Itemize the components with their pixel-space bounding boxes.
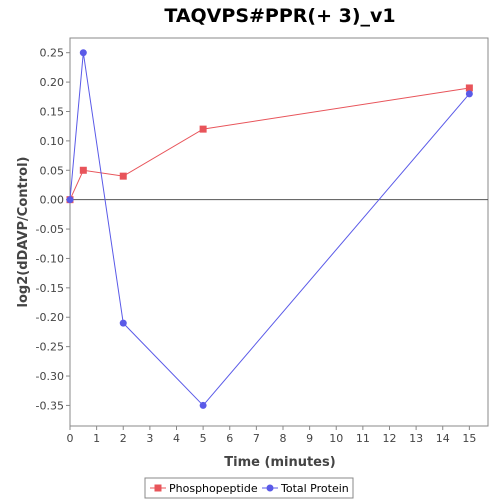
y-tick-label: -0.20	[36, 311, 64, 324]
y-tick-label: 0.00	[40, 194, 65, 207]
data-point-phosphopeptide	[465, 84, 473, 92]
data-point-phosphopeptide	[199, 125, 207, 133]
y-axis: 0.25 0.20 0.15 0.10 0.05 0.00 -0.05 -0.10 -0.15 -…	[36, 47, 70, 412]
x-tick-label: 6	[226, 432, 233, 445]
y-tick-label: -0.05	[36, 223, 64, 236]
legend-box	[144, 477, 354, 499]
x-tick-label: 3	[146, 432, 153, 445]
data-point-phosphopeptide	[119, 172, 127, 180]
data-point-total-protein	[66, 196, 74, 204]
y-tick-label: -0.30	[36, 370, 64, 383]
data-point-total-protein	[465, 90, 473, 98]
legend: Phosphopeptide Total Protein	[144, 477, 354, 499]
x-tick-label: 4	[173, 432, 180, 445]
legend-marker-phosphopeptide	[154, 484, 162, 492]
plot-area	[69, 37, 489, 427]
chart-title: TAQVPS#PPR(+ 3)_v1	[164, 5, 395, 27]
y-tick-label: 0.25	[40, 47, 65, 60]
y-tick-label: -0.25	[36, 341, 64, 354]
y-tick-label: 0.15	[40, 105, 65, 118]
y-tick-label: 0.10	[40, 135, 65, 148]
legend-label-total-protein: Total Protein	[280, 482, 349, 495]
x-tick-label: 14	[436, 432, 450, 445]
data-point-total-protein	[119, 319, 127, 327]
x-tick-label: 11	[356, 432, 370, 445]
legend-label-phosphopeptide: Phosphopeptide	[169, 482, 258, 495]
y-axis-label: log2(dDAVP/Control)	[16, 157, 31, 308]
data-point-total-protein	[199, 401, 207, 409]
y-tick-label: 0.05	[40, 164, 65, 177]
x-tick-label: 1	[93, 432, 100, 445]
x-tick-label: 8	[279, 432, 286, 445]
data-point-total-protein	[79, 49, 87, 57]
data-point-phosphopeptide	[79, 166, 87, 174]
x-tick-label: 15	[462, 432, 476, 445]
x-tick-label: 10	[329, 432, 343, 445]
x-tick-label: 5	[200, 432, 207, 445]
y-tick-label: 0.20	[40, 76, 65, 89]
x-tick-label: 7	[253, 432, 260, 445]
x-axis-label: Time (minutes)	[224, 455, 335, 470]
legend-marker-total-protein	[266, 484, 274, 492]
x-tick-label: 2	[120, 432, 127, 445]
x-tick-label: 12	[382, 432, 396, 445]
x-axis: 0 1 2 3 4 5 6 7 8 9 10 11 12 13 14 15	[67, 426, 476, 445]
y-tick-label: -0.15	[36, 282, 64, 295]
x-tick-label: 9	[306, 432, 313, 445]
series-layer	[66, 49, 473, 409]
y-tick-label: -0.35	[36, 399, 64, 412]
x-tick-label: 13	[409, 432, 423, 445]
y-tick-label: -0.10	[36, 252, 64, 265]
x-tick-label: 0	[67, 432, 74, 445]
